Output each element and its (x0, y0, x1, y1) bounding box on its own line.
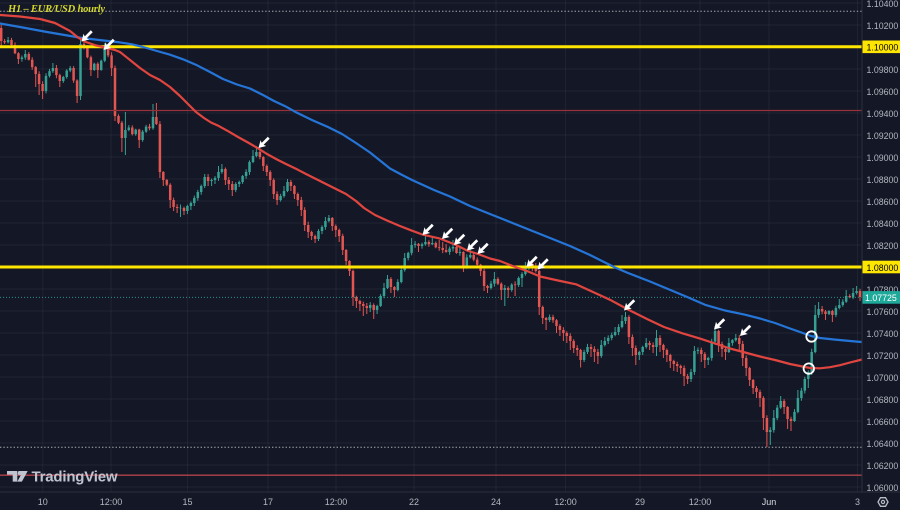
svg-text:10: 10 (38, 497, 48, 507)
svg-text:12:00: 12:00 (689, 497, 712, 507)
svg-text:1.07000: 1.07000 (867, 373, 899, 383)
svg-text:17: 17 (263, 497, 273, 507)
svg-text:1.06800: 1.06800 (867, 395, 899, 405)
svg-text:1.09800: 1.09800 (867, 65, 899, 75)
svg-text:1.06600: 1.06600 (867, 417, 899, 427)
svg-text:1.09400: 1.09400 (867, 109, 899, 119)
svg-text:12:00: 12:00 (325, 497, 348, 507)
svg-text:3: 3 (855, 497, 860, 507)
svg-text:12:00: 12:00 (100, 497, 123, 507)
svg-text:22: 22 (409, 497, 419, 507)
svg-text:15: 15 (182, 497, 192, 507)
svg-text:1.09200: 1.09200 (867, 131, 899, 141)
svg-text:1.06400: 1.06400 (867, 439, 899, 449)
svg-text:1.06000: 1.06000 (867, 483, 899, 493)
svg-text:1.07725: 1.07725 (865, 293, 897, 303)
svg-text:24: 24 (491, 497, 501, 507)
svg-text:Jun: Jun (762, 497, 777, 507)
svg-text:1.10000: 1.10000 (867, 43, 899, 53)
svg-text:1.08000: 1.08000 (867, 263, 899, 273)
svg-text:1.07800: 1.07800 (867, 285, 899, 295)
svg-text:1.09000: 1.09000 (867, 153, 899, 163)
svg-text:1.07600: 1.07600 (867, 307, 899, 317)
svg-text:H1 – EUR/USD hourly: H1 – EUR/USD hourly (7, 4, 105, 15)
svg-text:1.10400: 1.10400 (867, 0, 899, 9)
svg-text:29: 29 (635, 497, 645, 507)
svg-text:1.08400: 1.08400 (867, 219, 899, 229)
svg-text:1.08800: 1.08800 (867, 175, 899, 185)
svg-text:1.09600: 1.09600 (867, 87, 899, 97)
svg-text:12:00: 12:00 (554, 497, 577, 507)
svg-text:1.07400: 1.07400 (867, 329, 899, 339)
svg-text:1.06200: 1.06200 (867, 461, 899, 471)
svg-text:1.08200: 1.08200 (867, 241, 899, 251)
svg-text:1.08600: 1.08600 (867, 197, 899, 207)
svg-text:TradingView: TradingView (32, 469, 118, 486)
svg-text:1.10200: 1.10200 (867, 21, 899, 31)
svg-text:1.07200: 1.07200 (867, 351, 899, 361)
